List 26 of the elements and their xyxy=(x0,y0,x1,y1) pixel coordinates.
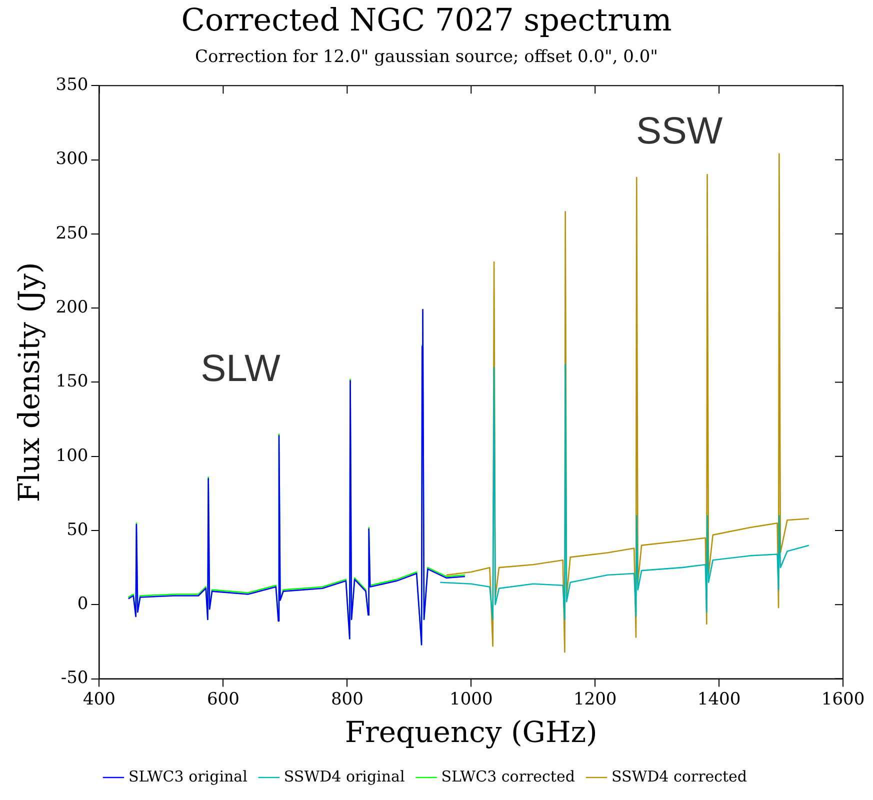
legend-label: SSWD4 corrected xyxy=(611,767,748,786)
annotation: SLW xyxy=(200,348,280,390)
y-tick-label: -50 xyxy=(60,668,88,688)
x-tick-label: 1600 xyxy=(821,689,865,710)
y-axis-title: Flux density (Jy) xyxy=(12,262,46,502)
y-tick-label: 150 xyxy=(56,372,88,392)
legend-label: SSWD4 original xyxy=(284,767,405,786)
x-tick-label: 400 xyxy=(83,689,116,710)
x-tick-label: 600 xyxy=(206,689,240,710)
legend-label: SLWC3 corrected xyxy=(441,767,576,786)
x-tick-label: 1400 xyxy=(697,689,741,710)
y-tick-label: 350 xyxy=(56,75,88,96)
y-tick-label: 250 xyxy=(56,223,88,244)
y-tick-label: 50 xyxy=(66,520,88,540)
y-tick-label: 300 xyxy=(56,149,88,170)
x-tick-label: 1200 xyxy=(573,689,617,710)
x-axis-title: Frequency (GHz) xyxy=(344,715,598,750)
x-tick-label: 1000 xyxy=(449,689,493,710)
y-tick-label: 0 xyxy=(77,594,88,614)
chart-title: Corrected NGC 7027 spectrum xyxy=(181,2,672,39)
legend-label: SLWC3 original xyxy=(128,767,248,786)
annotation: SSW xyxy=(636,110,723,153)
chart-subtitle: Correction for 12.0" gaussian source; offset 0.0", 0.0" xyxy=(194,46,658,67)
y-tick-label: 100 xyxy=(56,446,88,466)
y-tick-label: 200 xyxy=(56,297,88,318)
x-tick-label: 800 xyxy=(330,689,364,710)
